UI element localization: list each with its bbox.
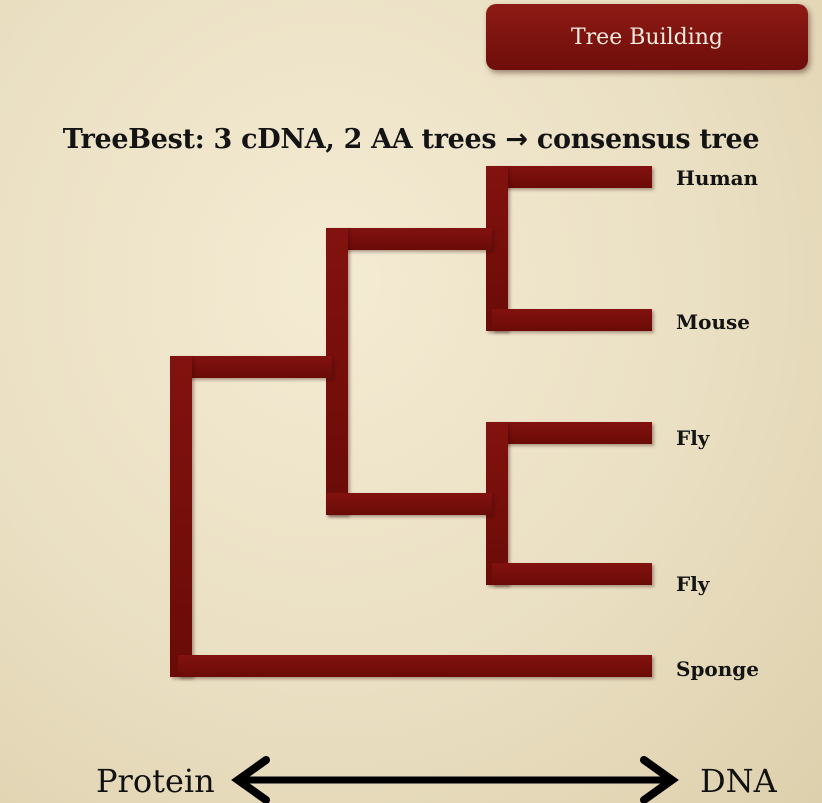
branch-mouse: [492, 309, 652, 331]
axis-label-protein: Protein: [96, 762, 215, 800]
branch-fly-2: [492, 563, 652, 585]
heading-arrow: →: [505, 124, 528, 155]
section-badge: Tree Building: [486, 4, 808, 70]
leaf-label-mouse: Mouse: [676, 310, 751, 334]
leaf-label-sponge: Sponge: [676, 657, 760, 681]
slide-heading: TreeBest: 3 cDNA, 2 AA trees → consensus…: [0, 124, 822, 155]
branch-sponge: [178, 655, 652, 677]
heading-text: TreeBest: 3 cDNA, 2 AA trees: [62, 124, 497, 155]
branch-human: [492, 166, 652, 188]
leaf-label-human: Human: [676, 166, 759, 190]
leaf-label-fly-1: Fly: [676, 426, 710, 450]
section-badge-label: Tree Building: [570, 24, 723, 50]
leaf-label-fly-2: Fly: [676, 572, 710, 596]
branch-to-human-mouse: [326, 228, 492, 250]
branch-to-fly-fly: [326, 493, 492, 515]
heading-suffix: consensus tree: [536, 124, 760, 155]
branch-human-mouse-vertical: [486, 166, 508, 331]
branch-fly-fly-vertical: [486, 422, 508, 585]
branch-fly-1: [492, 422, 652, 444]
axis-label-dna: DNA: [700, 762, 777, 800]
branch-root-vertical: [170, 356, 192, 677]
branch-to-inner: [170, 356, 332, 378]
branch-inner-vertical: [326, 228, 348, 515]
